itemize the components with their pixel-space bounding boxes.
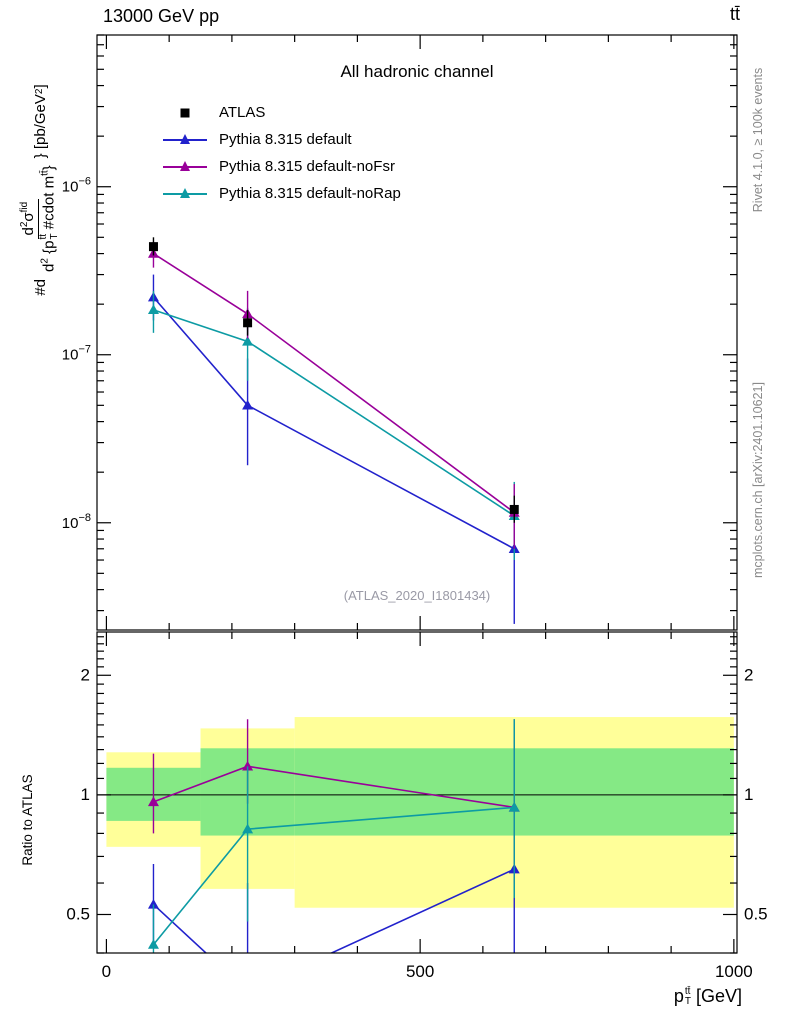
- analysis-id-watermark: (ATLAS_2020_I1801434): [343, 588, 491, 603]
- y-axis-label: #d d2σfid d2 {p tt̄ T #cdot mtt̄}} [pb/GeV 2…: [19, 84, 60, 296]
- legend-triangle-marker-icon: [163, 132, 207, 148]
- x-axis-label: p tt̄ T [GeV]: [673, 985, 742, 1008]
- legend-label: Pythia 8.315 default-noFsr: [219, 158, 395, 175]
- ratio-axis-label: Ratio to ATLAS: [20, 774, 35, 866]
- legend-item-pythia-default: Pythia 8.315 default: [163, 126, 401, 153]
- legend-label: Pythia 8.315 default: [219, 131, 352, 148]
- panel-title: All hadronic channel: [340, 62, 494, 81]
- legend-label: Pythia 8.315 default-noRap: [219, 185, 401, 202]
- svg-text:10−6: 10−6: [62, 176, 91, 196]
- svg-text:0.5: 0.5: [66, 904, 90, 923]
- legend-square-marker-icon: [163, 105, 207, 121]
- legend-item-pythia-norap: Pythia 8.315 default-noRap: [163, 180, 401, 207]
- svg-text:10−8: 10−8: [62, 512, 91, 532]
- legend-triangle-marker-icon: [163, 159, 207, 175]
- legend-triangle-marker-icon: [163, 186, 207, 202]
- legend: ATLAS Pythia 8.315 default Pythia 8.315 …: [163, 99, 401, 207]
- legend-label: ATLAS: [219, 104, 266, 121]
- process-label: tt̄: [729, 4, 740, 24]
- mcplots-reference-note: mcplots.cern.ch [arXiv:2401.10621]: [751, 382, 765, 578]
- svg-text:0.5: 0.5: [744, 904, 768, 923]
- beam-energy-label: 13000 GeV pp: [103, 6, 220, 26]
- legend-item-atlas: ATLAS: [163, 99, 401, 126]
- svg-text:2: 2: [744, 665, 753, 684]
- rivet-version-note: Rivet 4.1.0, ≥ 100k events: [751, 67, 765, 213]
- svg-text:10−7: 10−7: [62, 344, 91, 364]
- svg-text:1000: 1000: [715, 962, 753, 981]
- legend-item-pythia-nofsr: Pythia 8.315 default-noFsr: [163, 153, 401, 180]
- svg-text:0: 0: [102, 962, 111, 981]
- svg-text:1: 1: [81, 785, 90, 804]
- svg-text:500: 500: [406, 962, 434, 981]
- svg-text:2: 2: [81, 665, 90, 684]
- svg-text:1: 1: [744, 785, 753, 804]
